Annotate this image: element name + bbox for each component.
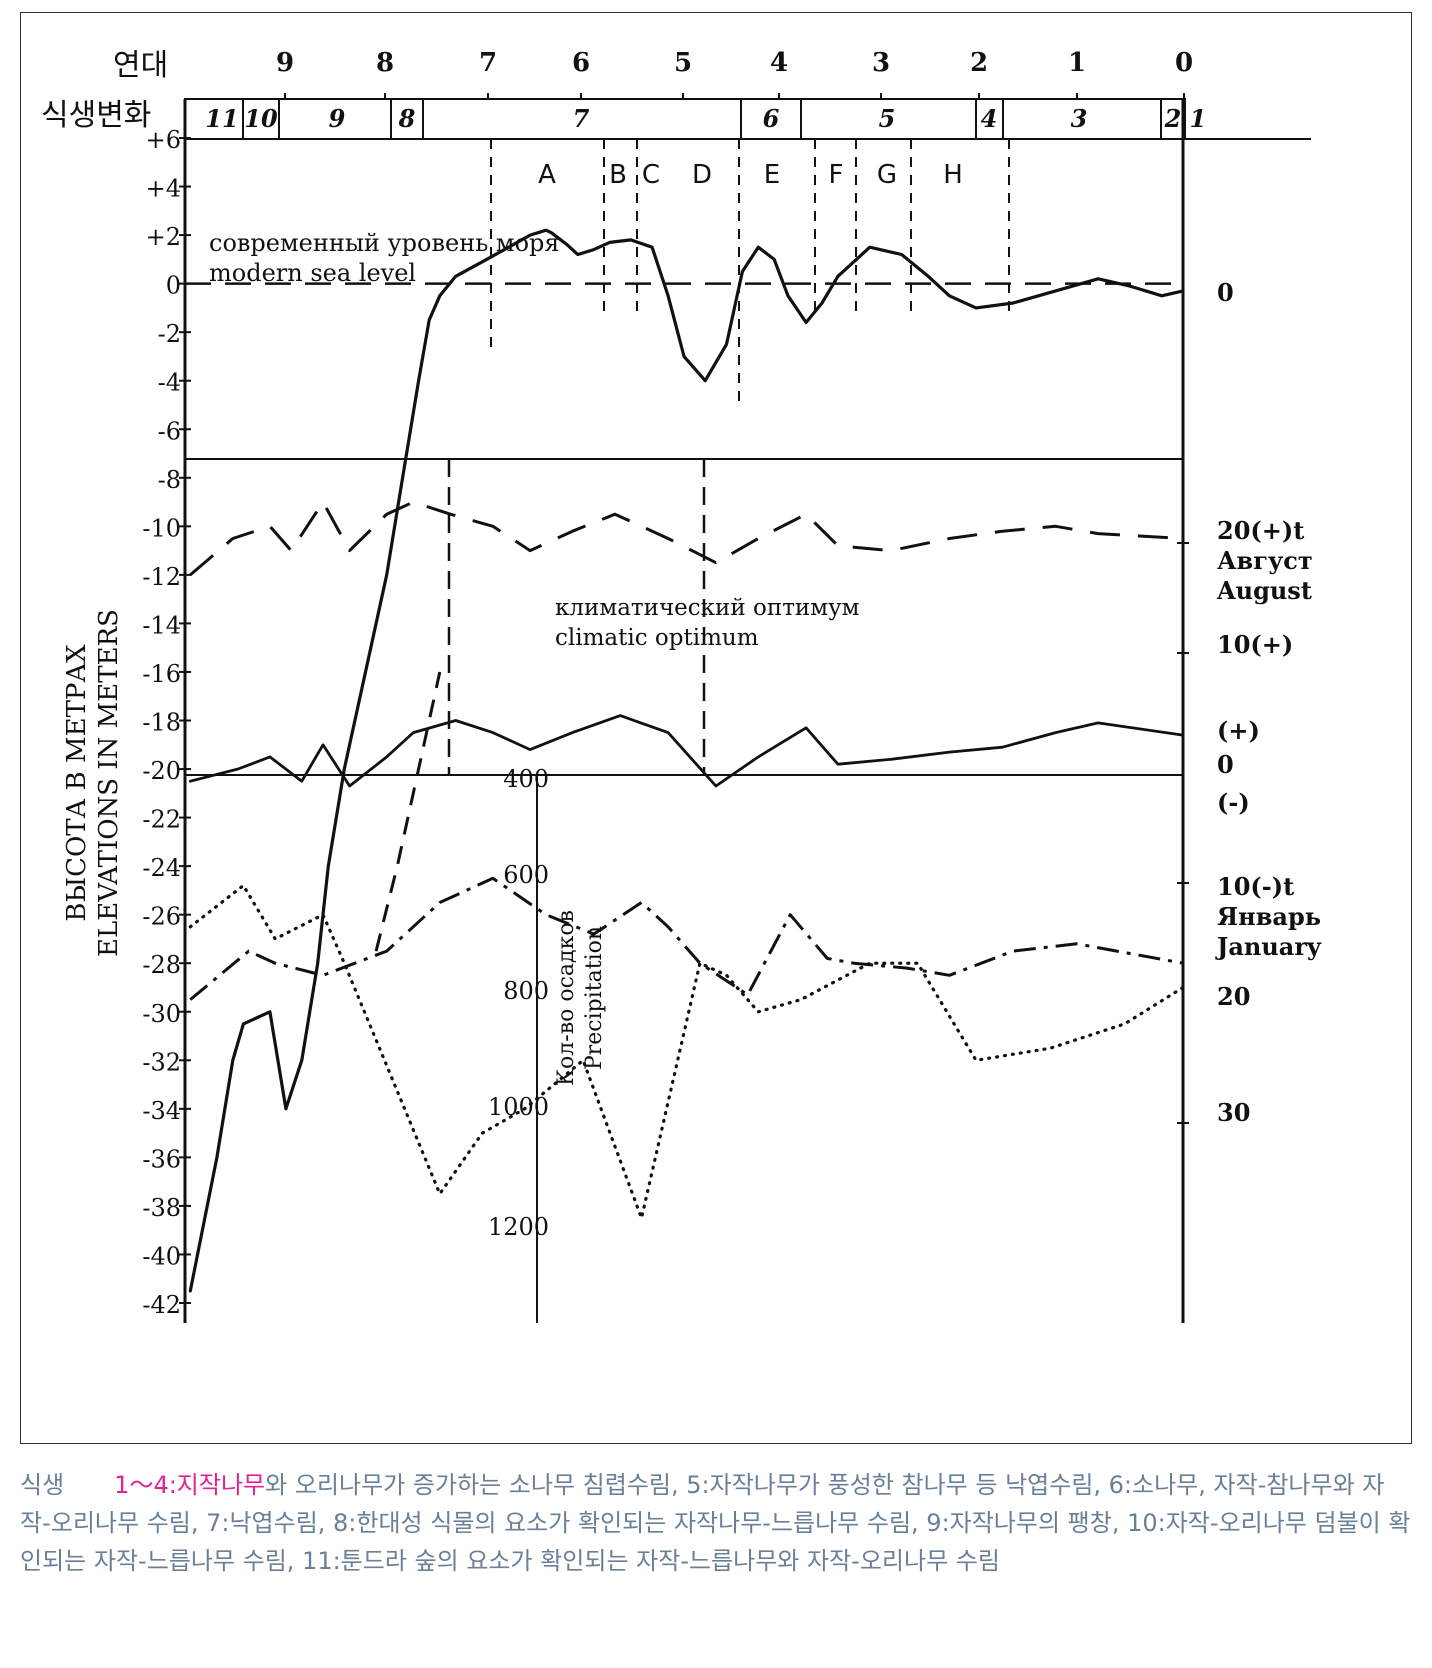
right-scale-label: (+) (1217, 716, 1260, 745)
y-tick-label: -26 (142, 903, 181, 931)
y-tick-label: -16 (142, 660, 181, 688)
vegetation-zone-label: 11 (205, 104, 238, 133)
vegetation-zone-label: 5 (879, 104, 896, 133)
right-scale-label: August (1216, 576, 1312, 605)
annotation-sea-level-ru: современный уровень моря (209, 229, 560, 257)
age-tick-label: 4 (770, 48, 788, 78)
y-tick-label: 0 (166, 272, 181, 300)
precip-tick-label: 1200 (488, 1213, 549, 1241)
series-line-3 (189, 876, 1184, 1001)
precip-tick-label: 400 (503, 765, 549, 793)
vegetation-zone-label: 10 (244, 104, 278, 133)
right-scale-label: 0 (1217, 750, 1234, 779)
age-tick-label: 5 (674, 48, 692, 78)
series-line-4 (374, 671, 442, 952)
y-tick-label: -18 (142, 709, 181, 737)
age-tick-label: 2 (970, 48, 988, 78)
series-line-1 (189, 500, 1184, 577)
right-scale-label: Август (1217, 546, 1313, 575)
y-tick-label: -12 (142, 563, 181, 591)
age-tick-label: 7 (479, 48, 497, 78)
period-label: G (877, 160, 897, 190)
period-label: H (943, 160, 963, 190)
right-scale-label: 20(+)t (1217, 516, 1304, 545)
y-tick-label: -40 (142, 1242, 181, 1270)
age-tick-label: 9 (276, 48, 294, 78)
precip-tick-label: 600 (503, 861, 549, 889)
period-label: E (764, 160, 780, 190)
annotation-sea-level-en: modern sea level (209, 259, 416, 287)
right-scale-label: 0 (1217, 278, 1234, 307)
annotation-climatic-optimum-en: climatic optimum (555, 625, 759, 651)
vegetation-zone-label: 2 (1164, 104, 1182, 133)
age-header-label: 연대 (113, 48, 168, 83)
right-scale-label: 30 (1217, 1098, 1250, 1127)
period-label: D (692, 160, 712, 190)
precip-axis-label-ru: Кол-во осадков (554, 910, 579, 1086)
vegetation-zone-label: 1 (1190, 104, 1207, 133)
y-tick-label: +4 (146, 175, 181, 203)
right-scale-label: Январь (1217, 902, 1321, 931)
y-tick-label: -4 (158, 369, 181, 397)
precip-axis-label-en: Precipitation (582, 926, 607, 1070)
period-label: C (642, 160, 660, 190)
y-tick-label: -42 (142, 1291, 181, 1319)
y-tick-label: -8 (158, 466, 181, 494)
vegetation-zone-label: 7 (573, 104, 590, 133)
chart-frame: 연대 식생변화 9 8 7 6 5 4 3 2 1 0 11 10 9 8 7 6 5 4 3 2 1 A B C D E F G H +6 +… (20, 12, 1412, 1444)
precip-tick-label: 800 (503, 977, 549, 1005)
vegetation-zone-label: 6 (763, 104, 780, 133)
age-tick-label: 6 (572, 48, 590, 78)
y-axis-label-en: ELEVATIONS IN METERS (94, 609, 124, 957)
y-axis-label-ru: ВЫСОТА В МЕТРАХ (62, 644, 92, 922)
age-tick-label: 1 (1068, 48, 1086, 78)
y-tick-label: -38 (142, 1194, 181, 1222)
series-line-5 (188, 883, 1185, 1220)
figure-caption: 식생 1～4:지작나무와 오리나무가 증가하는 소나무 침렵수림, 5:자작나무가… (20, 1466, 1412, 1580)
y-tick-label: -6 (158, 417, 181, 445)
y-tick-label: -20 (142, 757, 181, 785)
y-tick-label: -24 (142, 854, 181, 882)
y-tick-label: -32 (142, 1048, 181, 1076)
period-label: B (609, 160, 627, 190)
series-line-0 (188, 228, 1185, 1293)
caption-highlight: 1～4:지작나무 (114, 1471, 266, 1499)
y-tick-label: +2 (146, 223, 181, 251)
y-tick-label: -34 (142, 1097, 181, 1125)
y-tick-label: -14 (142, 611, 181, 639)
age-tick-label: 3 (872, 48, 890, 78)
right-scale-label: (-) (1217, 788, 1250, 817)
caption-label: 식생 (20, 1471, 65, 1499)
right-scale-label: January (1215, 932, 1322, 961)
y-tick-label: -10 (142, 514, 181, 542)
right-scale-label: 20 (1217, 982, 1250, 1011)
precip-tick-label: 1000 (488, 1093, 549, 1121)
right-scale-label: 10(+) (1217, 630, 1293, 659)
age-tick-label: 8 (376, 48, 394, 78)
period-label: A (538, 160, 556, 190)
y-tick-label: +6 (146, 126, 181, 154)
y-tick-label: -36 (142, 1145, 181, 1173)
series-line-2 (188, 714, 1185, 788)
caption-text: 와 오리나무가 증가하는 소나무 침렵수림, 5:자작나무가 풍성한 참나무 등… (20, 1471, 1411, 1575)
age-tick-label: 0 (1175, 48, 1193, 78)
y-tick-label: -22 (142, 806, 181, 834)
vegetation-zone-label: 4 (981, 104, 998, 133)
period-label: F (829, 160, 844, 190)
y-tick-label: -2 (158, 320, 181, 348)
vegetation-zone-label: 9 (329, 104, 346, 133)
annotation-climatic-optimum-ru: климатический оптимум (555, 595, 860, 621)
vegetation-zone-label: 8 (398, 104, 416, 133)
y-tick-label: -30 (142, 1000, 181, 1028)
y-tick-label: -28 (142, 951, 181, 979)
vegetation-header-label: 식생변화 (41, 98, 151, 133)
right-scale-label: 10(-)t (1217, 872, 1294, 901)
vegetation-zone-label: 3 (1071, 104, 1088, 133)
